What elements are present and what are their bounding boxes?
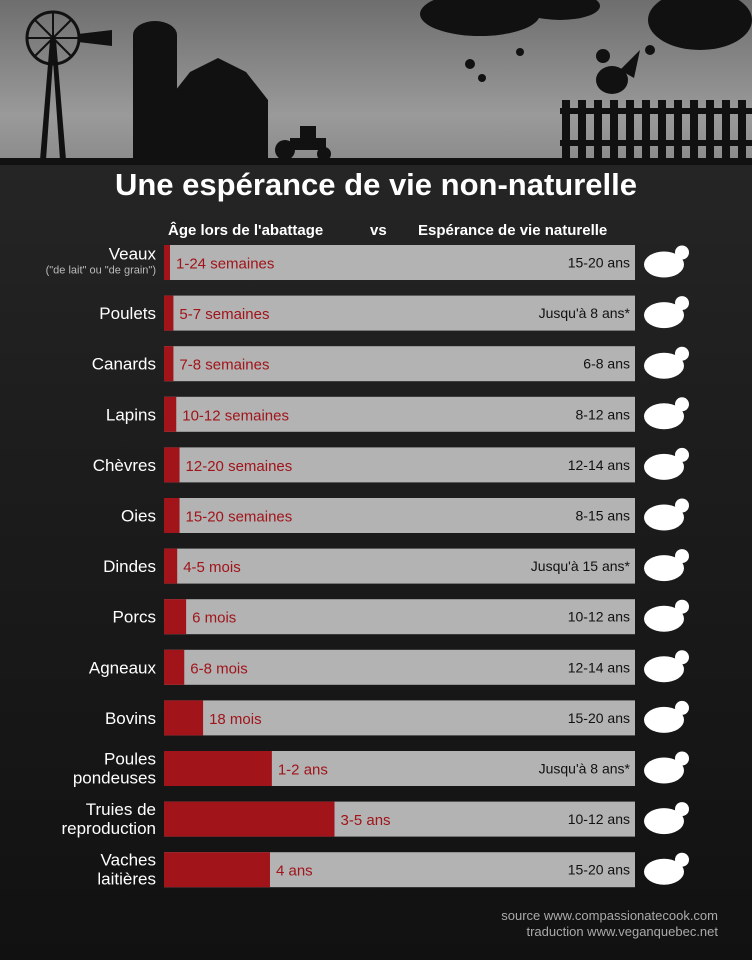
animal-label: Canards [92,355,156,374]
animal-label: reproduction [61,819,156,838]
cow-icon [644,852,689,885]
natural-lifespan-label: 15-20 ans [568,710,630,726]
natural-lifespan-label: 12-14 ans [568,457,630,473]
animal-label: Vaches [101,851,156,870]
hen-icon [644,751,689,784]
slaughter-age-bar [164,751,272,786]
natural-lifespan-bar [164,295,635,331]
slaughter-age-label: 10-12 semaines [182,407,289,424]
natural-lifespan-label: 10-12 ans [568,609,630,625]
pig-icon [644,599,689,632]
natural-lifespan-bar [164,498,635,533]
animal-label: Chèvres [93,456,156,475]
turkey-icon [644,549,689,582]
natural-lifespan-bar [164,700,635,736]
slaughter-age-bar [164,599,187,635]
slaughter-age-label: 1-24 semaines [176,256,274,273]
slaughter-age-bar [164,396,177,432]
goat-icon [644,447,689,480]
source-line: source www.compassionatecook.com [501,908,718,923]
farm-silhouette-icon [0,0,752,166]
natural-lifespan-label: 12-14 ans [568,659,630,675]
slaughter-age-bar [164,346,174,382]
natural-lifespan-label: Jusqu'à 8 ans* [539,305,631,321]
slaughter-age-label: 7-8 semaines [179,357,269,374]
slaughter-age-label: 1-2 ans [278,762,328,779]
slaughter-age-label: 6 mois [192,610,236,627]
column-header-slaughter-age: Âge lors de l'abattage [168,222,324,239]
slaughter-age-label: 15-20 semaines [186,509,293,526]
natural-lifespan-label: Jusqu'à 8 ans* [539,761,631,777]
slaughter-age-bar [164,649,185,685]
natural-lifespan-label: 15-20 ans [568,255,630,271]
slaughter-age-label: 18 mois [209,711,262,728]
slaughter-age-label: 4 ans [276,863,313,880]
slaughter-age-label: 6-8 mois [190,660,248,677]
animal-label: Dindes [103,557,156,576]
natural-lifespan-label: 8-15 ans [576,508,630,524]
natural-lifespan-label: 6-8 ans [583,356,630,372]
translation-line: traduction www.veganquebec.net [526,924,718,939]
slaughter-age-bar [164,700,204,736]
column-header-natural-lifespan: Espérance de vie naturelle [418,222,608,239]
animal-label: laitières [97,870,156,889]
farm-silhouette-banner [0,0,752,166]
natural-lifespan-bar [164,396,635,432]
natural-lifespan-bar [164,599,635,635]
natural-lifespan-label: 10-12 ans [568,811,630,827]
natural-lifespan-bar [164,649,635,685]
calf-icon [644,245,689,278]
natural-lifespan-bar [164,346,635,382]
animal-label: Poules [104,750,156,769]
slaughter-age-label: 4-5 mois [183,559,241,576]
chicken-icon [644,296,689,329]
duck-icon [644,346,689,379]
natural-lifespan-bar [164,245,635,280]
slaughter-age-bar [164,447,180,483]
sow-icon [644,802,689,835]
source-credit: source www.compassionatecook.com traduct… [501,908,718,940]
animal-label: Bovins [105,709,156,728]
slaughter-age-bar [164,498,180,533]
bull-icon [644,700,689,733]
animal-label: Veaux [109,245,157,264]
animal-sublabel: ("de lait" ou "de grain") [46,265,156,277]
goose-icon [644,498,689,531]
slaughter-age-bar [164,801,335,837]
natural-lifespan-bar [164,447,635,483]
lamb-icon [644,650,689,683]
animal-label: Truies de [86,800,156,819]
natural-lifespan-label: 15-20 ans [568,862,630,878]
animal-label: Lapins [106,405,156,424]
slaughter-age-bar [164,548,178,584]
natural-lifespan-bar [164,548,635,584]
animal-label: Porcs [113,608,156,627]
animal-label: Agneaux [89,658,157,677]
natural-lifespan-label: Jusqu'à 15 ans* [531,558,631,574]
rabbit-icon [644,397,689,430]
slaughter-age-label: 12-20 semaines [186,458,293,475]
page-title: Une espérance de vie non-naturelle [114,167,637,202]
animal-label: pondeuses [73,769,156,788]
column-header-vs: vs [370,222,387,239]
slaughter-age-bar [164,245,170,280]
slaughter-age-label: 5-7 semaines [179,306,269,323]
slaughter-age-bar [164,295,174,331]
natural-lifespan-label: 8-12 ans [576,406,630,422]
animal-label: Oies [121,507,156,526]
slaughter-age-bar [164,852,270,888]
slaughter-age-label: 3-5 ans [341,812,391,829]
animal-label: Poulets [99,304,156,323]
